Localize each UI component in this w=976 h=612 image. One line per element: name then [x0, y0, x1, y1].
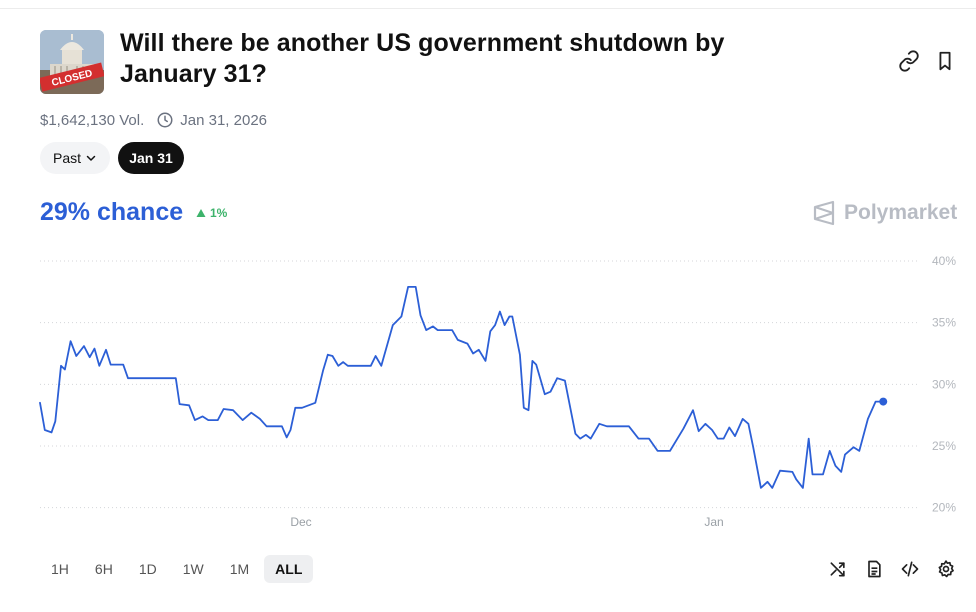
- volume-text: $1,642,130 Vol.: [40, 111, 145, 129]
- chance-series-line: [39, 286, 885, 489]
- y-axis-ticks: 20% 25% 30% 35% 40%: [932, 254, 956, 515]
- timeframe-1w[interactable]: 1W: [182, 561, 204, 577]
- x-tick-label: Dec: [290, 515, 311, 529]
- market-meta: $1,642,130 Vol. Jan 31, 2026: [40, 110, 267, 130]
- triangle-up-icon: [196, 209, 206, 217]
- y-tick-label: 20%: [932, 501, 956, 515]
- change-value: 1%: [210, 206, 228, 220]
- top-divider: [0, 8, 976, 9]
- polymarket-logo: Polymarket: [812, 200, 957, 226]
- latest-point-marker: [879, 397, 888, 406]
- clock-icon: [157, 112, 173, 128]
- x-axis-ticks: Dec Jan: [290, 515, 723, 529]
- price-chart: 20% 25% 30% 35% 40% Dec Jan: [39, 254, 956, 529]
- chance-value: 29% chance: [40, 198, 184, 226]
- timeframe-1d[interactable]: 1D: [138, 561, 157, 577]
- document-icon[interactable]: [864, 559, 884, 579]
- chevron-down-icon: [86, 155, 96, 161]
- shuffle-icon[interactable]: [828, 559, 848, 579]
- y-tick-label: 40%: [932, 254, 956, 268]
- end-date-text: Jan 31, 2026: [180, 111, 268, 129]
- date-chip-selected[interactable]: Jan 31: [118, 142, 184, 174]
- embed-code-icon[interactable]: [900, 559, 920, 579]
- settings-gear-icon[interactable]: [936, 559, 956, 579]
- past-label: Past: [52, 150, 81, 166]
- x-tick-label: Jan: [704, 515, 723, 529]
- y-tick-label: 30%: [932, 377, 956, 391]
- past-dropdown[interactable]: Past: [40, 142, 110, 174]
- bookmark-icon[interactable]: [934, 50, 956, 72]
- timeframe-6h[interactable]: 6H: [94, 561, 113, 577]
- timeframe-1h[interactable]: 1H: [51, 561, 69, 577]
- timeframe-selector: 1H 6H 1D 1W 1M ALL: [40, 555, 317, 583]
- polymarket-icon: [813, 200, 835, 226]
- market-title: Will there be another US government shut…: [120, 29, 725, 88]
- change-badge: 1%: [196, 206, 227, 220]
- market-thumbnail: CLOSED: [40, 30, 104, 94]
- timeframe-all[interactable]: ALL: [264, 555, 314, 583]
- y-tick-label: 35%: [932, 316, 956, 330]
- timeframe-1m[interactable]: 1M: [229, 561, 250, 577]
- y-tick-label: 25%: [932, 439, 956, 453]
- brand-name: Polymarket: [844, 201, 958, 224]
- chart-grid: [40, 260, 920, 509]
- link-icon[interactable]: [898, 50, 920, 72]
- date-chip-label: Jan 31: [129, 150, 173, 166]
